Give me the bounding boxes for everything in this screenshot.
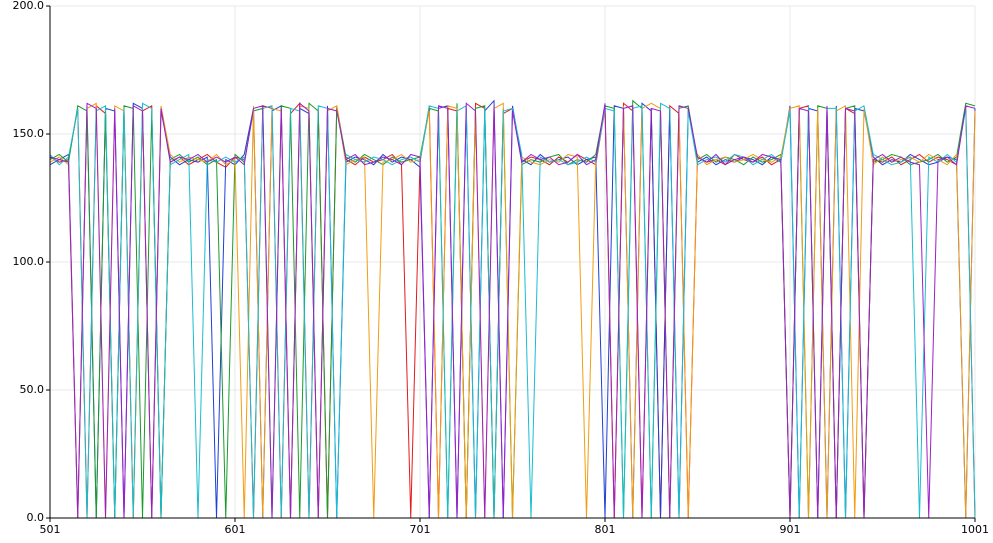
x-tick-label: 501 [40,523,61,536]
x-tick-label: 701 [410,523,431,536]
y-tick-label: 0.0 [27,511,45,524]
x-tick-label: 901 [780,523,801,536]
y-tick-label: 100.0 [13,255,45,268]
y-tick-label: 50.0 [20,383,45,396]
y-tick-label: 150.0 [13,127,45,140]
x-tick-label: 801 [595,523,616,536]
x-tick-label: 601 [225,523,246,536]
series-line [49,102,976,519]
y-tick-label: 200.0 [13,0,45,12]
series-line [49,102,976,519]
x-tick-label: 1001 [961,523,989,536]
